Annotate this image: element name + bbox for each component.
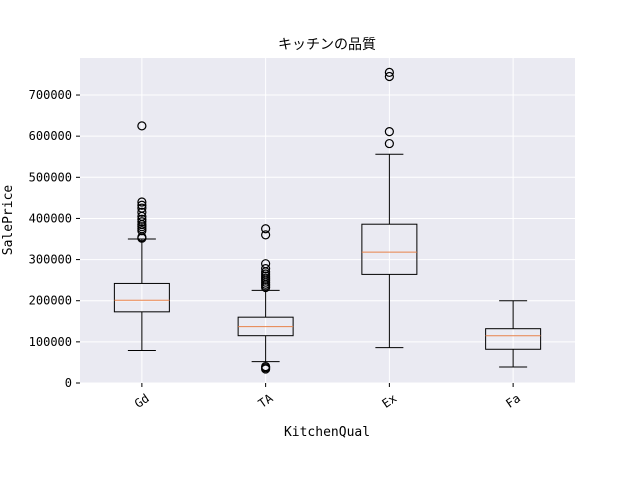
outlier-point [384,138,394,149]
y-tick-label: 700000 [29,88,72,102]
box-gd [113,121,170,351]
outlier-point [137,200,147,210]
iqr-box [485,328,542,350]
y-tick-label: 0 [65,376,72,390]
outlier-point [137,121,147,131]
chart-title: キッチンの品質 [278,37,376,53]
x-axis: Gd TA Ex Fa [132,383,523,411]
y-axis: 0 100000 200000 300000 400000 500000 600000 700… [29,88,80,390]
iqr-box [113,282,170,313]
y-tick-label: 100000 [29,335,72,349]
x-axis-label: KitchenQual [284,425,370,440]
y-tick-label: 600000 [29,129,72,143]
box-ex [361,67,418,349]
boxes [113,67,542,374]
x-tick-label: TA [256,391,277,411]
outlier-point [384,67,394,77]
y-tick-label: 400000 [29,211,72,225]
outlier-point [137,197,147,207]
x-tick-label: Fa [503,391,523,411]
box-fa [485,300,542,368]
outlier-point [261,361,271,372]
outlier-point [137,207,147,217]
y-axis-label: SalePrice [1,185,16,256]
plot-background [80,58,575,383]
outlier-point [384,71,394,82]
outlier-point [384,127,394,137]
outlier-point [137,214,147,224]
outlier-point [261,264,271,274]
outlier-point [261,224,271,234]
x-tick-label: Ex [379,391,399,411]
y-tick-label: 200000 [29,294,72,308]
iqr-box [361,223,418,275]
y-tick-label: 300000 [29,253,72,267]
outlier-point [137,217,147,227]
outlier-point [261,230,271,240]
outlier-point [137,203,147,213]
outlier-point [261,259,271,269]
x-tick-label: Gd [132,391,152,411]
box-ta [237,224,294,374]
y-tick-label: 500000 [29,170,72,184]
